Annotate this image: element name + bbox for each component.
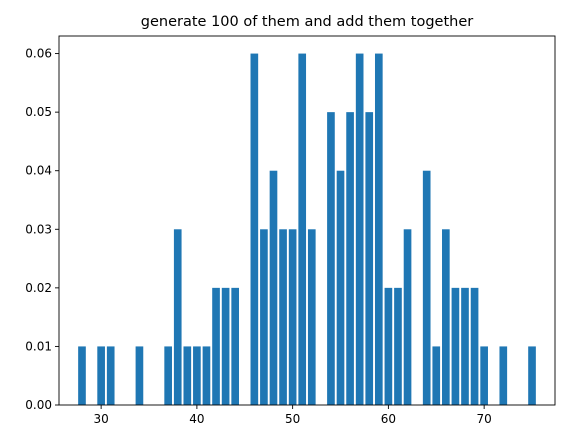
bar-72 bbox=[499, 346, 508, 405]
bar-67 bbox=[451, 287, 460, 405]
bar-37 bbox=[164, 346, 172, 405]
y-tick-label: 0.03 bbox=[25, 222, 52, 236]
bar-62 bbox=[403, 229, 412, 405]
bar-52 bbox=[307, 229, 316, 405]
bar-46 bbox=[250, 53, 259, 405]
bar-64 bbox=[422, 170, 431, 405]
plot-frame bbox=[58, 35, 556, 406]
y-tick-label: 0.02 bbox=[25, 281, 52, 295]
bar-68 bbox=[461, 287, 469, 405]
bar-69 bbox=[470, 287, 479, 405]
y-tick-label: 0.01 bbox=[25, 339, 52, 353]
bar-56 bbox=[346, 112, 354, 406]
bar-50 bbox=[288, 229, 297, 405]
bar-28 bbox=[78, 346, 86, 405]
bar-38 bbox=[173, 229, 182, 405]
bar-75 bbox=[528, 346, 536, 405]
y-tick-label: 0.04 bbox=[25, 164, 52, 178]
bar-30 bbox=[97, 346, 105, 405]
y-tick-label: 0.00 bbox=[25, 398, 52, 412]
x-tick-label: 30 bbox=[93, 412, 108, 426]
bar-41 bbox=[202, 346, 211, 405]
x-axis-ticks: 30 40 50 60 70 bbox=[93, 405, 492, 426]
y-axis-ticks: 0.00 0.01 0.02 0.03 0.04 0.05 0.06 bbox=[25, 47, 59, 412]
bar-49 bbox=[279, 229, 287, 405]
bars-group bbox=[78, 53, 536, 406]
bar-66 bbox=[442, 229, 450, 405]
bar-54 bbox=[327, 112, 335, 406]
bar-57 bbox=[355, 53, 364, 405]
bar-61 bbox=[394, 287, 402, 405]
bar-44 bbox=[231, 287, 240, 405]
bar-65 bbox=[432, 346, 441, 405]
bar-42 bbox=[212, 287, 220, 405]
chart-title: generate 100 of them and add them togeth… bbox=[141, 14, 473, 30]
x-tick-label: 50 bbox=[285, 412, 300, 426]
bar-70 bbox=[480, 346, 488, 405]
bar-31 bbox=[106, 346, 115, 405]
bar-47 bbox=[260, 229, 268, 405]
bar-60 bbox=[384, 287, 393, 405]
bar-55 bbox=[336, 170, 345, 405]
bar-59 bbox=[374, 53, 383, 405]
bar-58 bbox=[365, 112, 374, 406]
y-tick-label: 0.06 bbox=[25, 47, 52, 61]
x-tick-label: 70 bbox=[477, 412, 492, 426]
bar-40 bbox=[193, 346, 201, 405]
bar-48 bbox=[269, 170, 278, 405]
x-tick-label: 40 bbox=[189, 412, 204, 426]
y-tick-label: 0.05 bbox=[25, 105, 52, 119]
bar-34 bbox=[135, 346, 144, 405]
bar-51 bbox=[298, 53, 307, 405]
bar-39 bbox=[183, 346, 192, 405]
x-tick-label: 60 bbox=[381, 412, 396, 426]
bar-43 bbox=[221, 287, 230, 405]
